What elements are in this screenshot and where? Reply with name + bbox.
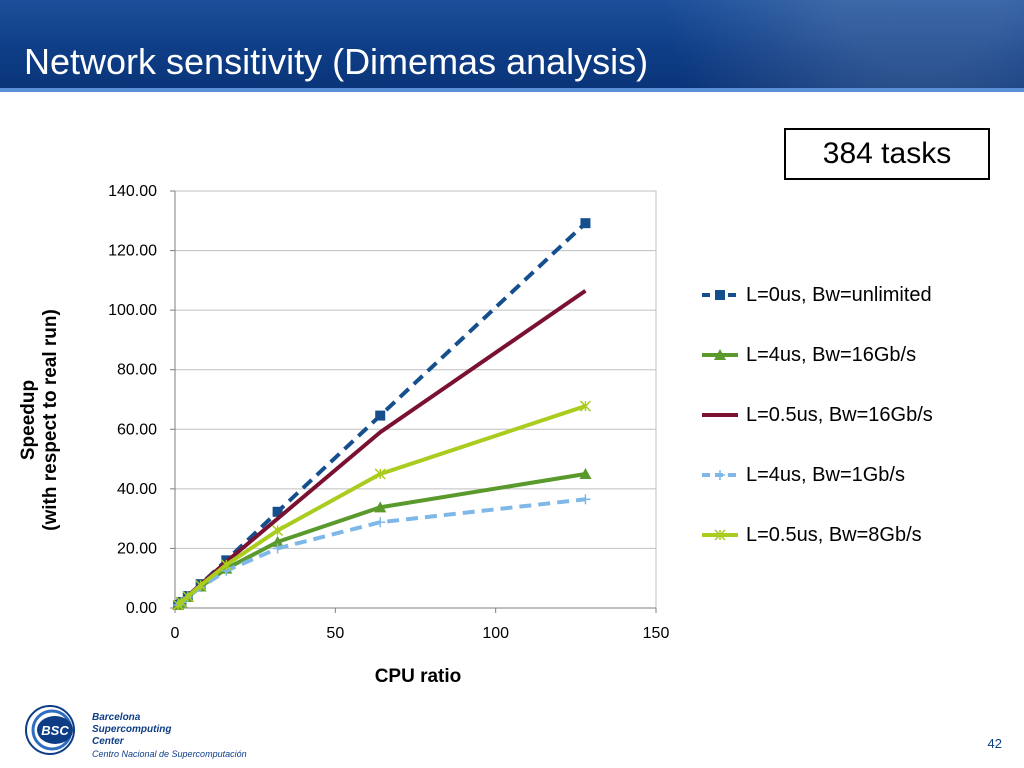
legend-swatch [702,413,738,417]
data-point [272,506,283,517]
logo-line4: Centro Nacional de Supercomputación [92,749,247,759]
x-tick-label: 150 [643,625,670,642]
data-point [375,517,386,528]
legend-label: L=0us, Bw=unlimited [746,283,932,306]
legend-marker [715,290,725,300]
legend-marker [714,529,726,541]
slide-title: Network sensitivity (Dimemas analysis) [24,41,649,82]
data-point [580,494,591,505]
logo-text: Barcelona Supercomputing Center Centro N… [92,712,247,760]
legend-label: L=0.5us, Bw=16Gb/s [746,403,933,426]
x-tick-label: 100 [482,625,509,642]
series-5 [172,400,591,611]
bsc-logo: BSC [25,705,75,755]
tasks-label: 384 tasks [822,137,952,170]
logo-badge [37,716,73,744]
legend-marker [715,470,725,480]
chart-series [172,218,592,611]
legend-item: L=4us, Bw=16Gb/s [700,325,933,385]
chart-ticks: 0.00 20.00 40.00 60.00 80.00 100.00 120.00 140.… [108,183,669,642]
data-point [195,579,207,591]
legend-label: L=4us, Bw=1Gb/s [746,463,905,486]
data-point [579,467,592,479]
data-point [220,559,232,571]
data-point [182,590,194,602]
legend-label: L=0.5us, Bw=8Gb/s [746,523,922,546]
data-point [580,218,591,229]
title-bar-stripe [0,88,1024,92]
legend-item: L=4us, Bw=1Gb/s [700,445,933,505]
logo-ring-outer [25,705,75,755]
x-tick-label: 0 [171,625,180,642]
legend-label: L=4us, Bw=16Gb/s [746,343,917,366]
logo-badge-text: BSC [41,723,69,738]
title-bar-pattern [504,0,1024,88]
legend-swatch [702,529,738,541]
chart-legend: L=0us, Bw=unlimited L=4us, Bw=16Gb/s L=0.5… [700,265,933,565]
data-point [272,543,283,554]
y-axis-label: Speedup (with respect to real run) [18,300,62,540]
page-number: 42 [987,736,1002,751]
data-point [374,468,386,480]
legend-item: L=0.5us, Bw=8Gb/s [700,505,933,565]
series-line [176,471,586,607]
y-axis-label-line2: (with respect to real run) [40,309,61,531]
y-tick-label: 0.00 [126,600,157,617]
y-axis-label-line1: Speedup [18,379,39,461]
legend-swatch [702,290,738,300]
y-tick-label: 80.00 [117,362,157,379]
data-point [375,410,386,421]
x-tick-label: 50 [326,625,344,642]
y-tick-label: 120.00 [108,243,157,260]
y-tick-label: 20.00 [117,540,157,557]
logo-line3: Center [92,736,124,747]
legend-swatch [702,470,738,480]
legend-swatch [702,349,738,360]
data-point [271,535,284,547]
tasks-label-box: 384 tasks [784,128,990,180]
logo-line2: Supercomputing [92,724,172,735]
chart-axes [170,190,657,613]
legend-item: L=0us, Bw=unlimited [700,265,933,325]
y-tick-label: 60.00 [117,421,157,438]
y-tick-label: 140.00 [108,183,157,200]
legend-item: L=0.5us, Bw=16Gb/s [700,385,933,445]
logo-line1: Barcelona [92,712,141,723]
title-bar [0,0,1024,92]
y-tick-label: 40.00 [117,481,157,498]
data-point [579,400,591,412]
x-axis-label: CPU ratio [374,666,462,687]
data-point [374,501,387,513]
y-tick-label: 100.00 [108,302,157,319]
data-point [272,525,284,537]
legend-marker [714,349,726,360]
